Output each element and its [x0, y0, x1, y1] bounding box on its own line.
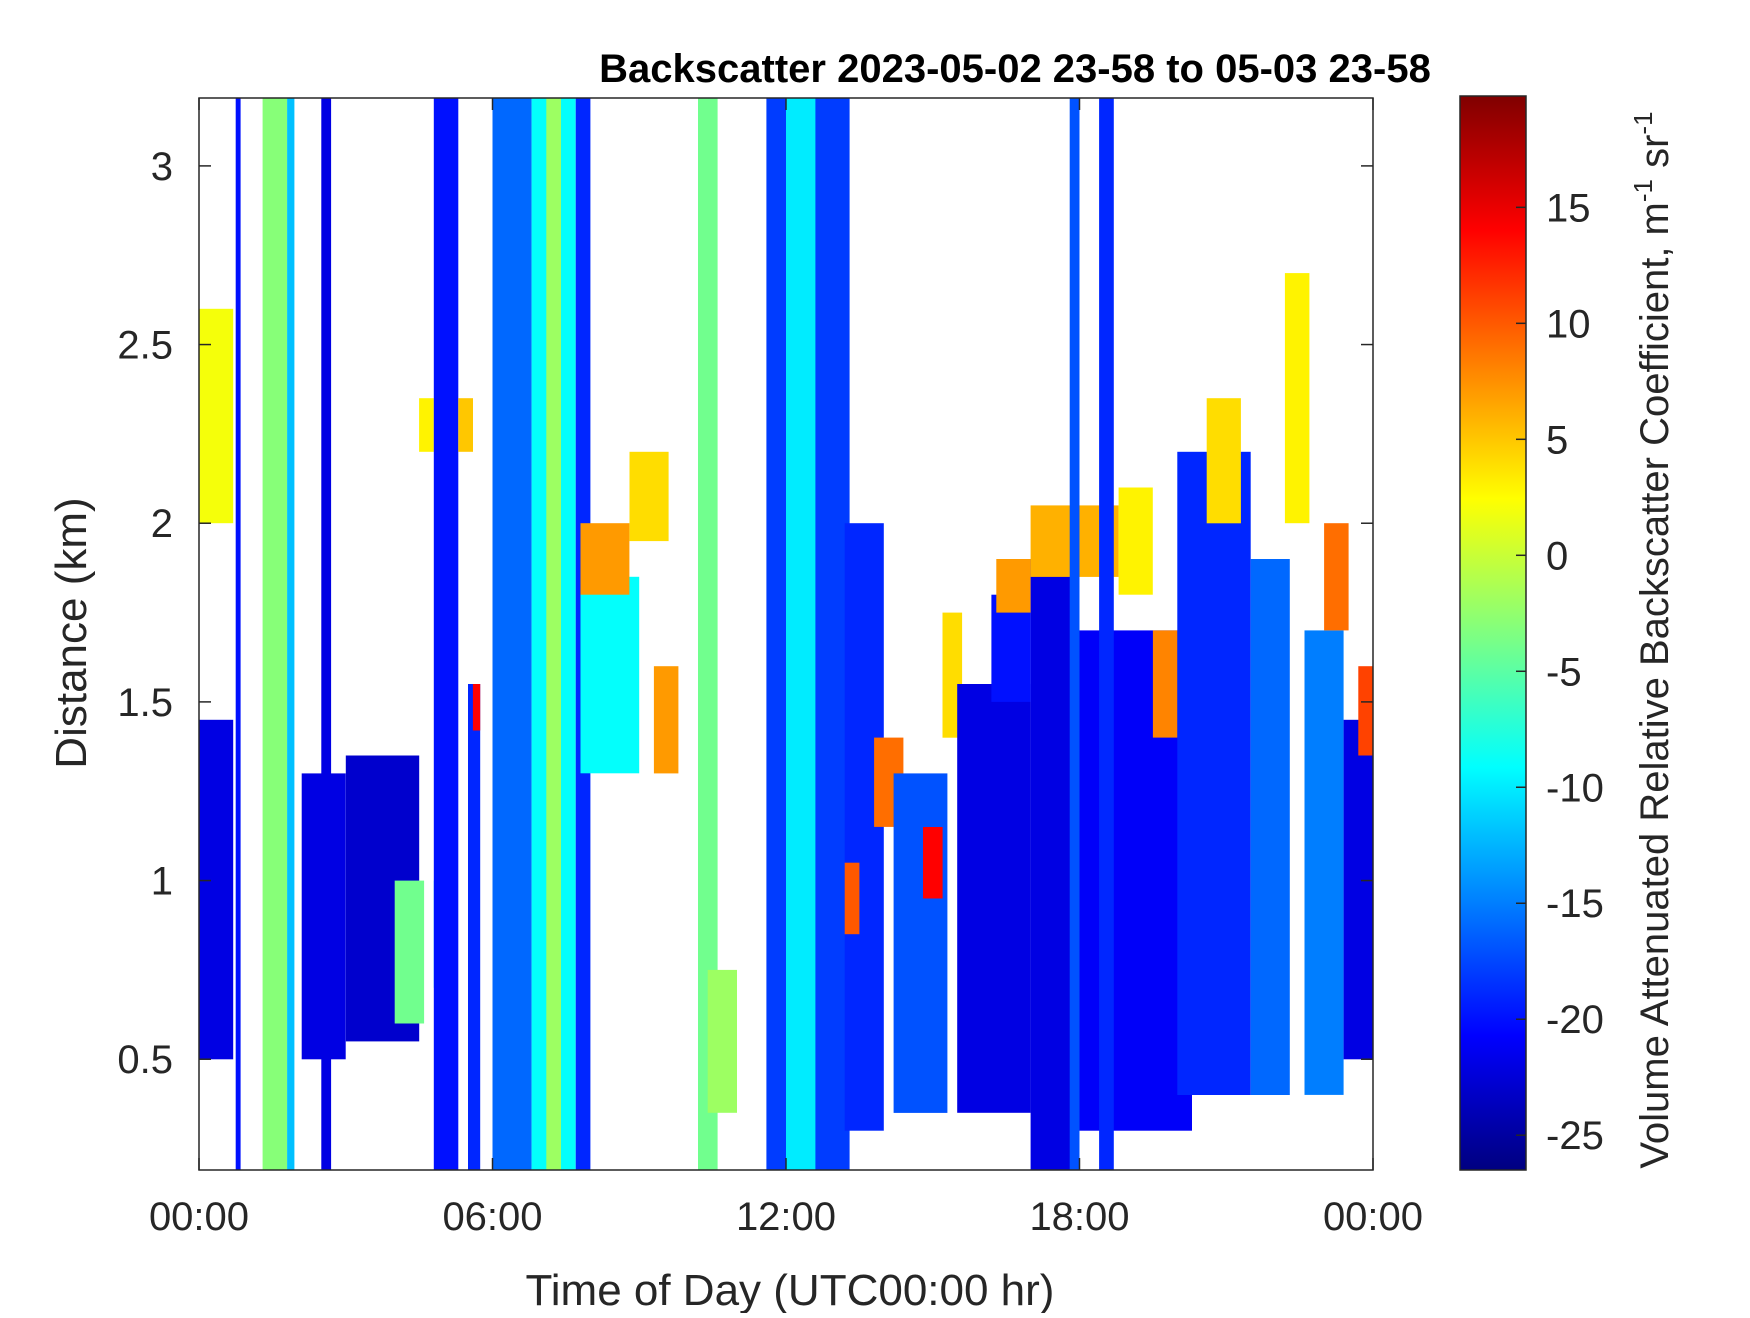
heatmap-cell: [458, 398, 473, 452]
heatmap-cell: [1324, 523, 1349, 631]
x-tick-label: 18:00: [1029, 1195, 1129, 1239]
colorbar-tick-label: 0: [1546, 534, 1568, 578]
heatmap-cell: [893, 773, 948, 1113]
heatmap-cell: [580, 523, 630, 595]
x-tick-label: 00:00: [149, 1195, 249, 1239]
heatmap-cell: [433, 98, 459, 1170]
heatmap-cell: [844, 862, 860, 935]
heatmap-cell: [707, 969, 737, 1113]
colorbar-label-sup-2: -1: [1628, 111, 1658, 134]
y-tick-label: 2: [151, 502, 173, 546]
heatmap-cell: [923, 827, 943, 899]
heatmap-cell: [1118, 487, 1153, 595]
colorbar-label: Volume Attenuated Relative Backscatter C…: [1628, 111, 1677, 1168]
x-axis-label: Time of Day (UTC00:00 hr): [526, 1266, 1055, 1313]
heatmap-cell: [957, 684, 1031, 1113]
y-tick-label: 0.5: [117, 1038, 173, 1082]
heatmap-cell: [1206, 398, 1241, 524]
y-axis-label: Distance (km): [47, 497, 96, 768]
colorbar-label-sup-1: -1: [1628, 179, 1658, 202]
colorbar-tick-label: 10: [1546, 302, 1591, 346]
heatmap-cell: [199, 308, 234, 524]
heatmap-cell: [996, 559, 1031, 613]
heatmap-cell: [580, 576, 640, 774]
heatmap-cell: [235, 98, 241, 1170]
colorbar-gradient: [1459, 95, 1527, 1171]
colorbar-label-main: Volume Attenuated Relative Backscatter C…: [1633, 202, 1677, 1168]
heatmap-cell: [394, 880, 425, 1024]
heatmap-cell: [492, 98, 532, 1170]
y-tick-label: 1: [151, 860, 173, 904]
plot-area: [199, 98, 1373, 1170]
heatmap-cell: [1358, 666, 1373, 756]
heatmap-cell: [786, 98, 816, 1170]
heatmap-cell: [419, 398, 434, 452]
axes: 00:00 06:00 12:00 18:00 00:00 0.5 1 1.5 2 2.5 3: [117, 97, 1423, 1239]
colorbar-tick-label: 15: [1546, 186, 1591, 230]
heatmap-cell: [287, 98, 295, 1170]
heatmap-cell: [1304, 630, 1344, 1095]
x-tick-label: 06:00: [442, 1195, 542, 1239]
colorbar-tick-label: -15: [1546, 882, 1604, 926]
heatmap-cell: [1177, 451, 1251, 1095]
colorbar-label-sr: sr: [1633, 135, 1677, 179]
heatmap-cell: [1069, 98, 1080, 1170]
x-tick-label: 00:00: [1323, 1195, 1423, 1239]
chart-title: Backscatter 2023-05-02 23-58 to 05-03 23…: [599, 47, 1431, 91]
colorbar-tick-label: -5: [1546, 650, 1582, 694]
y-tick-label: 2.5: [117, 324, 173, 368]
heatmap-cell: [698, 98, 718, 1170]
heatmap-cell: [1099, 98, 1114, 1170]
colorbar: -25 -20 -15 -10 -5 0 5 10 15: [1459, 95, 1604, 1171]
heatmap-cell: [546, 98, 561, 1170]
colorbar-tick-label: -20: [1546, 998, 1604, 1042]
heatmap-cell: [653, 666, 679, 774]
colorbar-tick-label: -10: [1546, 766, 1604, 810]
heatmap-cell: [1250, 559, 1290, 1095]
y-tick-label: 3: [151, 145, 173, 189]
colorbar-tick-label: -25: [1546, 1114, 1604, 1158]
heatmap-cell: [844, 523, 884, 1131]
heatmap-cell: [321, 98, 332, 1170]
heatmap-cell: [199, 719, 234, 1060]
heatmap-cell: [468, 684, 481, 1170]
colorbar-tick-label: 5: [1546, 418, 1568, 462]
heatmap-cell: [262, 98, 288, 1170]
heatmap-cell: [1284, 273, 1310, 524]
heatmap-cell: [472, 684, 481, 731]
heatmap-cell: [629, 451, 669, 542]
heatmap-cell: [942, 612, 963, 738]
heatmap-cell: [1152, 630, 1178, 738]
heatmap-cell: [1343, 719, 1373, 1060]
x-tick-label: 12:00: [736, 1195, 836, 1239]
y-tick-label: 1.5: [117, 681, 173, 725]
